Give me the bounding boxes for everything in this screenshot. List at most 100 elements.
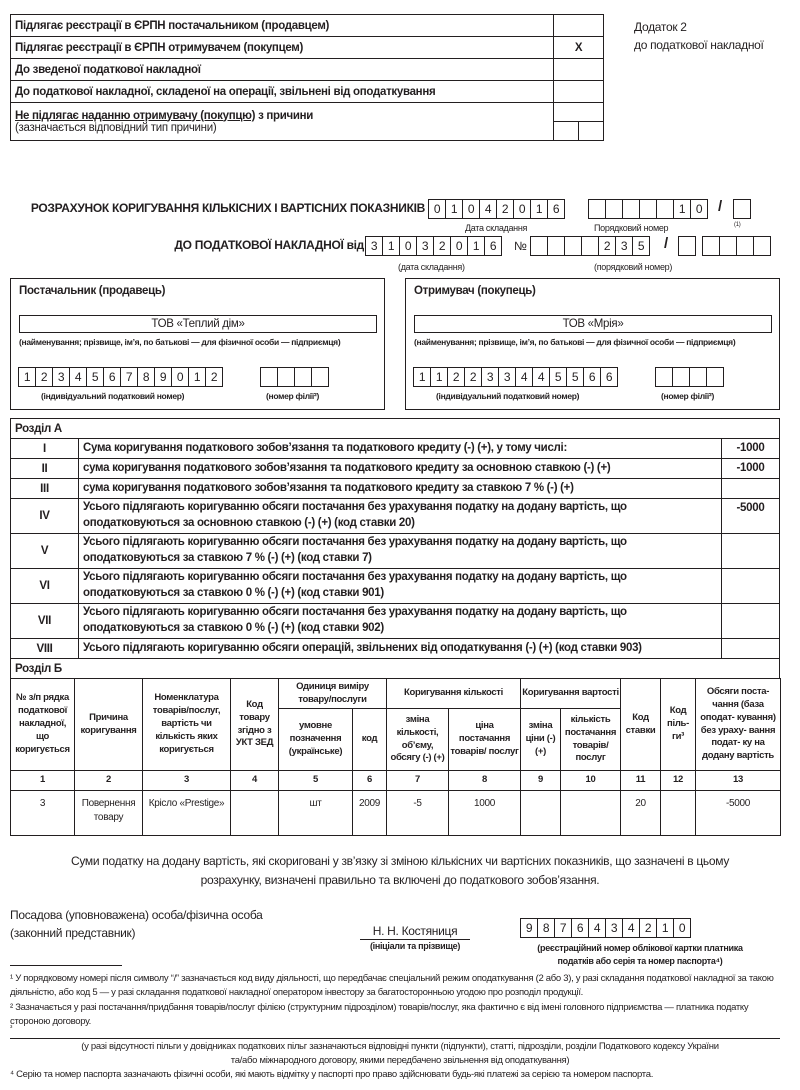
- table-cell[interactable]: 2009: [352, 790, 387, 836]
- digit-box[interactable]: 6: [103, 367, 121, 387]
- digit-box[interactable]: [733, 199, 751, 219]
- digit-box[interactable]: 7: [554, 918, 572, 938]
- table-cell[interactable]: Крісло «Prestige»: [142, 790, 231, 836]
- digit-box[interactable]: [656, 199, 674, 219]
- digit-box[interactable]: 0: [450, 236, 468, 256]
- digit-box[interactable]: 0: [399, 236, 417, 256]
- digit-box[interactable]: [753, 236, 771, 256]
- digit-box[interactable]: 1: [188, 367, 206, 387]
- digit-box[interactable]: 0: [462, 199, 480, 219]
- digit-box[interactable]: 6: [571, 918, 589, 938]
- amount-cell[interactable]: [721, 603, 780, 639]
- digit-box[interactable]: 0: [171, 367, 189, 387]
- table-cell[interactable]: [230, 790, 279, 836]
- signatory-name[interactable]: Н. Н. Костяниця: [360, 924, 470, 940]
- digit-box[interactable]: [622, 199, 640, 219]
- digit-box[interactable]: 4: [588, 918, 606, 938]
- table-cell[interactable]: [520, 790, 561, 836]
- digit-box[interactable]: 0: [428, 199, 446, 219]
- digit-box[interactable]: 1: [382, 236, 400, 256]
- digit-box[interactable]: 2: [433, 236, 451, 256]
- digit-box[interactable]: [672, 367, 690, 387]
- table-cell[interactable]: шт: [278, 790, 353, 836]
- digit-box[interactable]: 1: [530, 199, 548, 219]
- digit-box[interactable]: 5: [86, 367, 104, 387]
- amount-cell[interactable]: -1000: [721, 438, 780, 459]
- digit-box[interactable]: [588, 199, 606, 219]
- ref-extra-boxes[interactable]: [702, 236, 771, 256]
- digit-box[interactable]: 4: [69, 367, 87, 387]
- digit-box[interactable]: 6: [583, 367, 601, 387]
- table-cell[interactable]: 20: [620, 790, 662, 836]
- digit-box[interactable]: 2: [639, 918, 657, 938]
- digit-box[interactable]: 7: [120, 367, 138, 387]
- digit-box[interactable]: 9: [520, 918, 538, 938]
- digit-box[interactable]: 2: [496, 199, 514, 219]
- digit-box[interactable]: 1: [413, 367, 431, 387]
- digit-box[interactable]: 3: [615, 236, 633, 256]
- digit-box[interactable]: [689, 367, 707, 387]
- digit-box[interactable]: [581, 236, 599, 256]
- digit-box[interactable]: 4: [515, 367, 533, 387]
- digit-box[interactable]: [678, 236, 696, 256]
- amount-cell[interactable]: [721, 533, 780, 569]
- recipient-branch-boxes[interactable]: [655, 367, 724, 387]
- table-cell[interactable]: [660, 790, 697, 836]
- digit-box[interactable]: 5: [549, 367, 567, 387]
- digit-box[interactable]: 4: [479, 199, 497, 219]
- mark-box[interactable]: [553, 58, 604, 81]
- digit-box[interactable]: 1: [656, 918, 674, 938]
- table-cell[interactable]: [559, 790, 622, 836]
- digit-box[interactable]: 1: [467, 236, 485, 256]
- digit-box[interactable]: 8: [537, 918, 555, 938]
- digit-box[interactable]: [706, 367, 724, 387]
- mark-box[interactable]: [553, 14, 604, 37]
- digit-box[interactable]: 1: [430, 367, 448, 387]
- table-cell[interactable]: 1000: [448, 790, 521, 836]
- digit-box[interactable]: 2: [205, 367, 223, 387]
- digit-box[interactable]: [530, 236, 548, 256]
- digit-box[interactable]: 2: [447, 367, 465, 387]
- digit-box[interactable]: [605, 199, 623, 219]
- digit-box[interactable]: [564, 236, 582, 256]
- digit-box[interactable]: 2: [598, 236, 616, 256]
- digit-box[interactable]: [277, 367, 295, 387]
- digit-box[interactable]: 3: [416, 236, 434, 256]
- digit-box[interactable]: 1: [445, 199, 463, 219]
- digit-box[interactable]: 3: [481, 367, 499, 387]
- digit-box[interactable]: [547, 236, 565, 256]
- mark-box[interactable]: [553, 80, 604, 103]
- digit-box[interactable]: 5: [632, 236, 650, 256]
- amount-cell[interactable]: [721, 478, 780, 499]
- digit-box[interactable]: 2: [35, 367, 53, 387]
- digit-box[interactable]: [736, 236, 754, 256]
- supplier-branch-boxes[interactable]: [260, 367, 329, 387]
- mark-box[interactable]: X: [553, 36, 604, 59]
- table-cell[interactable]: -5000: [695, 790, 782, 836]
- digit-box[interactable]: 6: [547, 199, 565, 219]
- digit-box[interactable]: 4: [622, 918, 640, 938]
- digit-box[interactable]: 3: [52, 367, 70, 387]
- amount-cell[interactable]: [721, 638, 780, 659]
- table-cell[interactable]: -5: [386, 790, 449, 836]
- amount-cell[interactable]: [721, 568, 780, 604]
- digit-box[interactable]: 1: [18, 367, 36, 387]
- digit-box[interactable]: [260, 367, 278, 387]
- digit-box[interactable]: [719, 236, 737, 256]
- digit-box[interactable]: [294, 367, 312, 387]
- supplier-name-field[interactable]: ТОВ «Теплий дім»: [19, 315, 377, 333]
- digit-box[interactable]: 0: [690, 199, 708, 219]
- digit-box[interactable]: 4: [532, 367, 550, 387]
- digit-box[interactable]: 3: [365, 236, 383, 256]
- digit-box[interactable]: 6: [600, 367, 618, 387]
- digit-box[interactable]: 3: [498, 367, 516, 387]
- amount-cell[interactable]: -5000: [721, 498, 780, 534]
- digit-box[interactable]: 0: [673, 918, 691, 938]
